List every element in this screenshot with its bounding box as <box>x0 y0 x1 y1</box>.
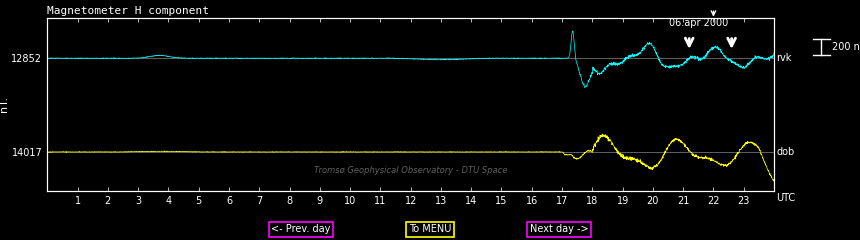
Text: 06.apr 2000: 06.apr 2000 <box>669 18 728 28</box>
Text: Magnetometer H component: Magnetometer H component <box>47 6 209 16</box>
Text: To MENU: To MENU <box>408 224 452 234</box>
Text: <- Prev. day: <- Prev. day <box>271 224 331 234</box>
Text: Tromsø Geophysical Observatory - DTU Space: Tromsø Geophysical Observatory - DTU Spa… <box>314 166 507 174</box>
Text: Next day ->: Next day -> <box>530 224 588 234</box>
Y-axis label: nT.: nT. <box>0 96 9 113</box>
Text: UTC: UTC <box>776 193 795 203</box>
Text: dob: dob <box>777 147 795 157</box>
Text: 200 nT: 200 nT <box>832 42 860 52</box>
Text: rvk: rvk <box>777 53 792 63</box>
